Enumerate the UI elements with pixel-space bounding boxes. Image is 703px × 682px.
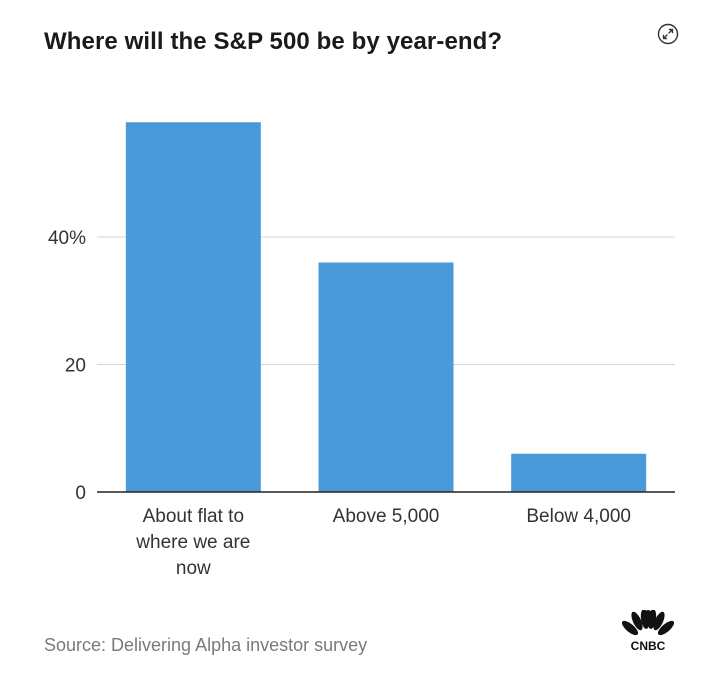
source-note: Source: Delivering Alpha investor survey — [44, 635, 368, 655]
expand-icon[interactable] — [657, 23, 679, 45]
x-category-label: Above 5,000 — [333, 506, 440, 527]
svg-text:CNBC: CNBC — [631, 639, 666, 652]
x-category-label: now — [176, 558, 211, 579]
x-category-label: About flat to — [143, 506, 244, 527]
y-tick-label: 40% — [48, 228, 86, 249]
y-tick-label: 20 — [65, 356, 86, 377]
cnbc-logo: CNBC — [621, 610, 675, 652]
x-category-label: Below 4,000 — [526, 506, 631, 527]
y-tick-label: 0 — [75, 483, 86, 504]
bar-chart: 0 20 40% About flat to where we are now Above … — [48, 122, 675, 579]
bar-2 — [511, 453, 647, 492]
chart-title: Where will the S&P 500 be by year-end? — [44, 28, 503, 55]
bar-0 — [125, 122, 261, 492]
bar-1 — [318, 262, 454, 492]
x-category-label: where we are — [135, 532, 250, 553]
